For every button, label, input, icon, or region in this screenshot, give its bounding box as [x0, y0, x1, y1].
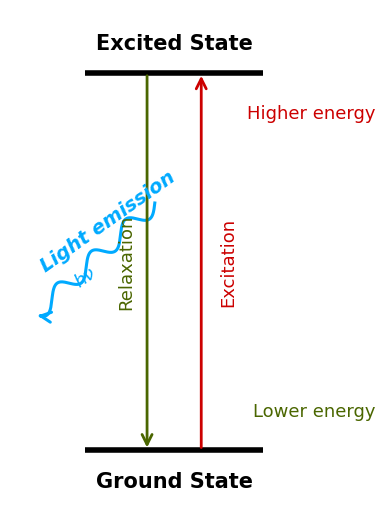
Text: Excited State: Excited State: [96, 34, 253, 53]
Text: Ground State: Ground State: [96, 471, 253, 491]
Text: Excitation: Excitation: [219, 218, 237, 306]
Text: hν: hν: [71, 264, 99, 291]
Text: Relaxation: Relaxation: [117, 214, 135, 310]
Text: Light emission: Light emission: [38, 167, 179, 275]
Text: Higher energy: Higher energy: [247, 104, 375, 122]
Text: Lower energy: Lower energy: [253, 402, 375, 420]
